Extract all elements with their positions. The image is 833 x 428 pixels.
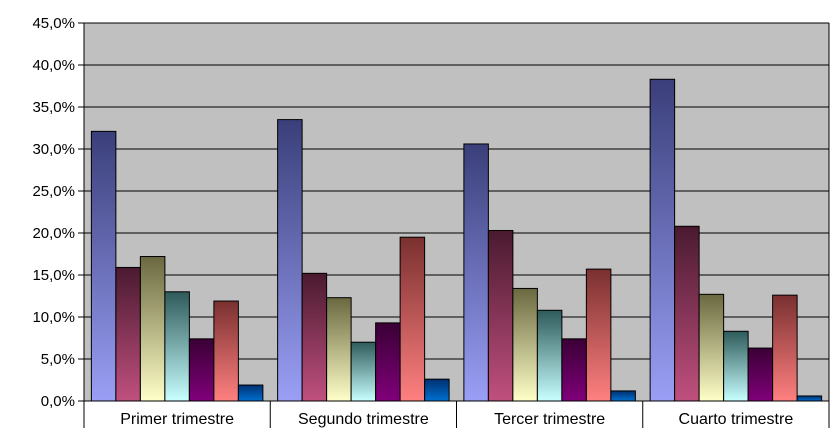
- bar-5: [747, 347, 774, 402]
- bar-5: [188, 338, 215, 402]
- y-axis-tick-labels: 0,0% 5,0% 10,0% 15,0% 20,0% 25,0% 30,0% 35,0% 40…: [32, 15, 75, 410]
- y-tick-label: 35,0%: [32, 99, 75, 116]
- bar-7: [796, 395, 823, 402]
- bar-7: [424, 378, 450, 402]
- category-label: Primer trimestre: [120, 411, 234, 428]
- y-tick-label: 0,0%: [41, 393, 75, 410]
- bar-6: [585, 268, 612, 402]
- gridlines: [78, 22, 829, 402]
- bar-6: [399, 236, 426, 402]
- bar-2: [115, 266, 141, 402]
- bar-2: [487, 229, 514, 402]
- bar-7: [610, 390, 636, 402]
- bar-4: [536, 309, 563, 402]
- y-tick-label: 45,0%: [32, 15, 75, 32]
- bar-5: [561, 338, 587, 402]
- y-tick-label: 25,0%: [32, 183, 75, 200]
- category-labels: Primer trimestre Segundo trimestre Tercer …: [120, 411, 793, 428]
- bar-4: [723, 330, 749, 402]
- bar-2: [301, 272, 328, 402]
- bar-4: [164, 291, 190, 402]
- bar-5: [375, 322, 401, 402]
- bar-3: [139, 256, 166, 402]
- bar-6: [213, 300, 239, 402]
- bar-1: [649, 78, 676, 402]
- y-tick-label: 10,0%: [32, 309, 75, 326]
- bar-6: [772, 294, 798, 402]
- bar-3: [512, 287, 538, 402]
- bar-1: [90, 130, 117, 402]
- bar-2: [674, 225, 700, 402]
- category-label: Tercer trimestre: [494, 411, 605, 428]
- category-label: Segundo trimestre: [298, 411, 429, 428]
- bar-1: [463, 143, 489, 402]
- bar-3: [326, 297, 352, 402]
- y-tick-label: 40,0%: [32, 57, 75, 74]
- category-label: Cuarto trimestre: [679, 411, 794, 428]
- bar-7: [237, 384, 264, 402]
- y-tick-label: 20,0%: [32, 225, 75, 242]
- y-tick-label: 5,0%: [41, 351, 75, 368]
- bars: [90, 78, 823, 402]
- bar-1: [277, 119, 303, 402]
- y-tick-label: 15,0%: [32, 267, 75, 284]
- bar-3: [698, 293, 725, 402]
- axes: [83, 23, 830, 428]
- y-tick-label: 30,0%: [32, 141, 75, 158]
- bar-4: [350, 341, 377, 402]
